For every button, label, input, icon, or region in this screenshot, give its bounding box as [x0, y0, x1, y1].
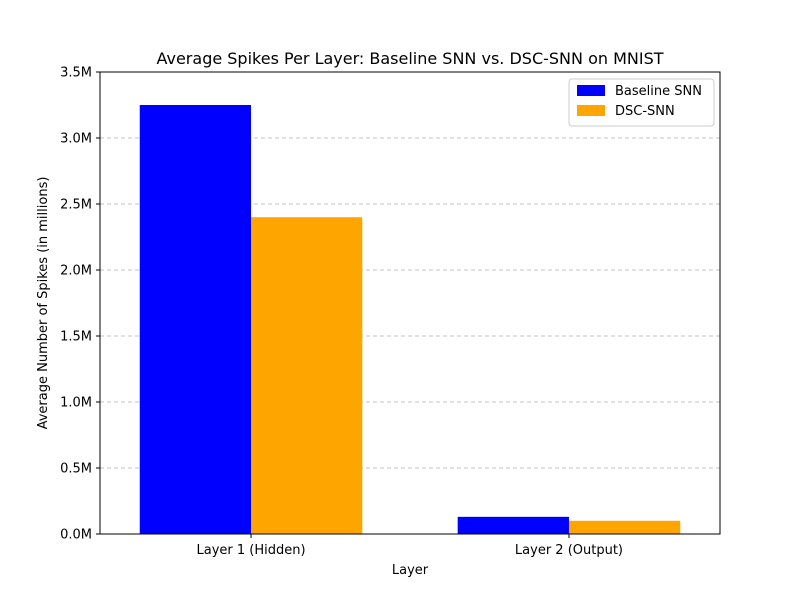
bar-dsc-snn-layer-2-output: [568, 520, 681, 534]
y-axis-label: Average Number of Spikes (in millions): [36, 177, 51, 430]
legend-swatch-baseline-snn: [577, 85, 605, 96]
grid-lines: [100, 137, 720, 469]
legend-label-baseline-snn: Baseline SNN: [615, 84, 702, 99]
x-tick-label: Layer 2 (Output): [515, 543, 623, 558]
x-tick-label: Layer 1 (Hidden): [196, 543, 305, 558]
bar-baseline-snn-layer-2-output: [457, 516, 569, 534]
legend-box: [568, 78, 715, 127]
y-tick-label: 0.0M: [60, 528, 92, 543]
legend-swatch-dsc-snn: [577, 105, 605, 116]
chart-title: Average Spikes Per Layer: Baseline SNN v…: [156, 49, 663, 68]
y-tick-label: 3.5M: [60, 66, 92, 81]
y-tick-label: 2.5M: [60, 198, 92, 213]
y-tick-label: 2.0M: [60, 264, 92, 279]
bars: [139, 105, 681, 534]
y-axis: 0.0M 0.5M 1.0M 1.5M 2.0M 2.5M 3.0M 3.5M: [60, 66, 100, 543]
x-axis-label: Layer: [392, 563, 429, 578]
x-axis: Layer 1 (Hidden) Layer 2 (Output): [196, 534, 623, 558]
legend: Baseline SNN DSC-SNN: [568, 78, 715, 127]
legend-label-dsc-snn: DSC-SNN: [615, 104, 675, 119]
y-tick-label: 1.5M: [60, 330, 92, 345]
bar-dsc-snn-layer-1-hidden: [251, 217, 363, 534]
plot-frame: [99, 71, 721, 535]
bar-baseline-snn-layer-1-hidden: [139, 105, 252, 534]
y-tick-label: 1.0M: [60, 396, 92, 411]
y-tick-label: 0.5M: [60, 462, 92, 477]
y-tick-label: 3.0M: [60, 132, 92, 147]
